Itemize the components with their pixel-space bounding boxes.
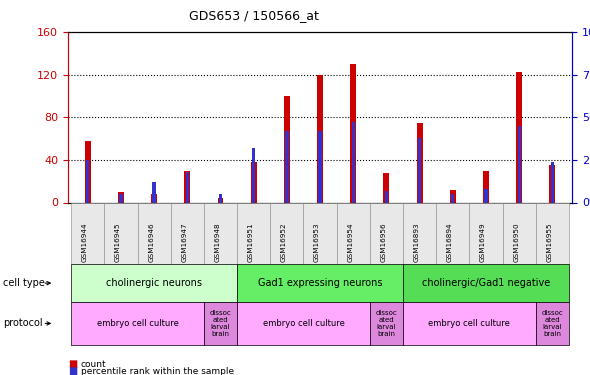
Bar [285, 131, 289, 203]
Bar [218, 198, 224, 202]
Text: GSM16944: GSM16944 [82, 223, 88, 262]
Text: embryo cell culture: embryo cell culture [97, 319, 179, 328]
Text: cholinergic/Gad1 negative: cholinergic/Gad1 negative [422, 278, 550, 288]
Text: GSM16894: GSM16894 [447, 223, 453, 262]
Bar [352, 122, 355, 202]
Text: dissoc
ated
larval
brain: dissoc ated larval brain [542, 310, 563, 337]
Text: cell type: cell type [3, 278, 45, 288]
Text: protocol: protocol [3, 318, 42, 328]
Text: GSM16956: GSM16956 [381, 223, 386, 262]
Bar [450, 190, 456, 202]
Bar [152, 182, 156, 203]
Bar [186, 172, 189, 202]
Text: GSM16947: GSM16947 [181, 223, 187, 262]
Bar [85, 141, 91, 202]
Text: embryo cell culture: embryo cell culture [263, 319, 345, 328]
Text: ■: ■ [68, 366, 77, 375]
Text: GSM16946: GSM16946 [148, 223, 154, 262]
Bar [417, 123, 422, 202]
Bar [119, 194, 123, 202]
Text: dissoc
ated
larval
brain: dissoc ated larval brain [376, 310, 397, 337]
Text: GSM16950: GSM16950 [513, 223, 519, 262]
Text: GSM16945: GSM16945 [115, 223, 121, 262]
Bar [118, 192, 124, 202]
Bar [184, 171, 191, 202]
Text: dissoc
ated
larval
brain: dissoc ated larval brain [209, 310, 231, 337]
Text: count: count [81, 360, 106, 369]
Bar [252, 148, 255, 202]
Bar [418, 138, 421, 202]
Bar [549, 165, 555, 202]
Text: GSM16949: GSM16949 [480, 223, 486, 262]
Text: GSM16953: GSM16953 [314, 223, 320, 262]
Text: GSM16948: GSM16948 [215, 223, 221, 262]
Text: Gad1 expressing neurons: Gad1 expressing neurons [258, 278, 382, 288]
Bar [516, 72, 522, 202]
Text: ■: ■ [68, 360, 77, 369]
Text: cholinergic neurons: cholinergic neurons [106, 278, 202, 288]
Text: GSM16951: GSM16951 [248, 223, 254, 262]
Bar [350, 64, 356, 202]
Bar [483, 171, 489, 202]
Text: GSM16893: GSM16893 [414, 223, 419, 262]
Bar [151, 194, 157, 202]
Text: GSM16952: GSM16952 [281, 223, 287, 262]
Bar [451, 194, 454, 202]
Text: embryo cell culture: embryo cell culture [428, 319, 510, 328]
Bar [319, 131, 322, 203]
Bar [385, 190, 388, 202]
Bar [384, 172, 389, 202]
Text: GDS653 / 150566_at: GDS653 / 150566_at [189, 9, 319, 22]
Bar [284, 96, 290, 202]
Text: GSM16955: GSM16955 [546, 223, 552, 262]
Bar [484, 189, 488, 202]
Bar [517, 126, 521, 202]
Text: percentile rank within the sample: percentile rank within the sample [81, 367, 234, 375]
Text: GSM16954: GSM16954 [348, 223, 353, 262]
Bar [219, 194, 222, 202]
Bar [550, 162, 554, 202]
Bar [86, 160, 90, 202]
Bar [251, 162, 257, 202]
Bar [317, 75, 323, 202]
